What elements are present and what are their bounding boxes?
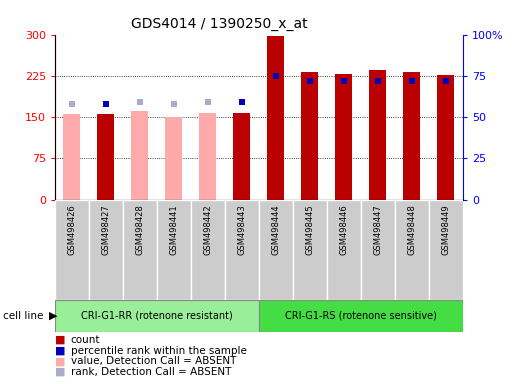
Bar [199,113,217,200]
Bar [63,114,81,200]
Text: cell line: cell line [3,311,43,321]
Bar [267,36,285,200]
Text: ■: ■ [55,367,65,377]
Text: percentile rank within the sample: percentile rank within the sample [71,346,246,356]
Text: CRI-G1-RS (rotenone sensitive): CRI-G1-RS (rotenone sensitive) [285,311,437,321]
Bar [395,200,429,300]
Bar [233,113,251,200]
Bar [123,200,157,300]
Text: ▶: ▶ [49,311,57,321]
Text: GSM498447: GSM498447 [373,205,382,255]
Text: ■: ■ [55,335,65,345]
Text: count: count [71,335,100,345]
Text: GSM498446: GSM498446 [339,205,348,255]
Bar [361,200,395,300]
Bar [55,300,259,332]
Bar [55,200,89,300]
Text: GSM498449: GSM498449 [441,205,450,255]
Text: GSM498445: GSM498445 [305,205,314,255]
Bar [369,70,386,200]
Text: GSM498441: GSM498441 [169,205,178,255]
Bar [335,74,353,200]
Text: GSM498448: GSM498448 [407,205,416,255]
Text: CRI-G1-RR (rotenone resistant): CRI-G1-RR (rotenone resistant) [81,311,233,321]
Bar [225,200,259,300]
Bar [437,75,454,200]
Text: GSM498442: GSM498442 [203,205,212,255]
Text: rank, Detection Call = ABSENT: rank, Detection Call = ABSENT [71,367,231,377]
Bar [131,111,149,200]
Text: ■: ■ [55,346,65,356]
Bar [259,200,293,300]
Bar [157,200,191,300]
Bar [89,200,123,300]
Bar [191,200,225,300]
Text: ■: ■ [55,356,65,366]
Text: GSM498428: GSM498428 [135,205,144,255]
Text: GDS4014 / 1390250_x_at: GDS4014 / 1390250_x_at [131,17,308,31]
Bar [293,200,327,300]
Bar [165,117,183,200]
Text: GSM498427: GSM498427 [101,205,110,255]
Bar [259,300,463,332]
Text: GSM498443: GSM498443 [237,205,246,255]
Text: value, Detection Call = ABSENT: value, Detection Call = ABSENT [71,356,236,366]
Bar [403,72,420,200]
Bar [97,114,115,200]
Text: GSM498444: GSM498444 [271,205,280,255]
Bar [327,200,361,300]
Bar [301,72,319,200]
Text: GSM498426: GSM498426 [67,205,76,255]
Bar [429,200,463,300]
